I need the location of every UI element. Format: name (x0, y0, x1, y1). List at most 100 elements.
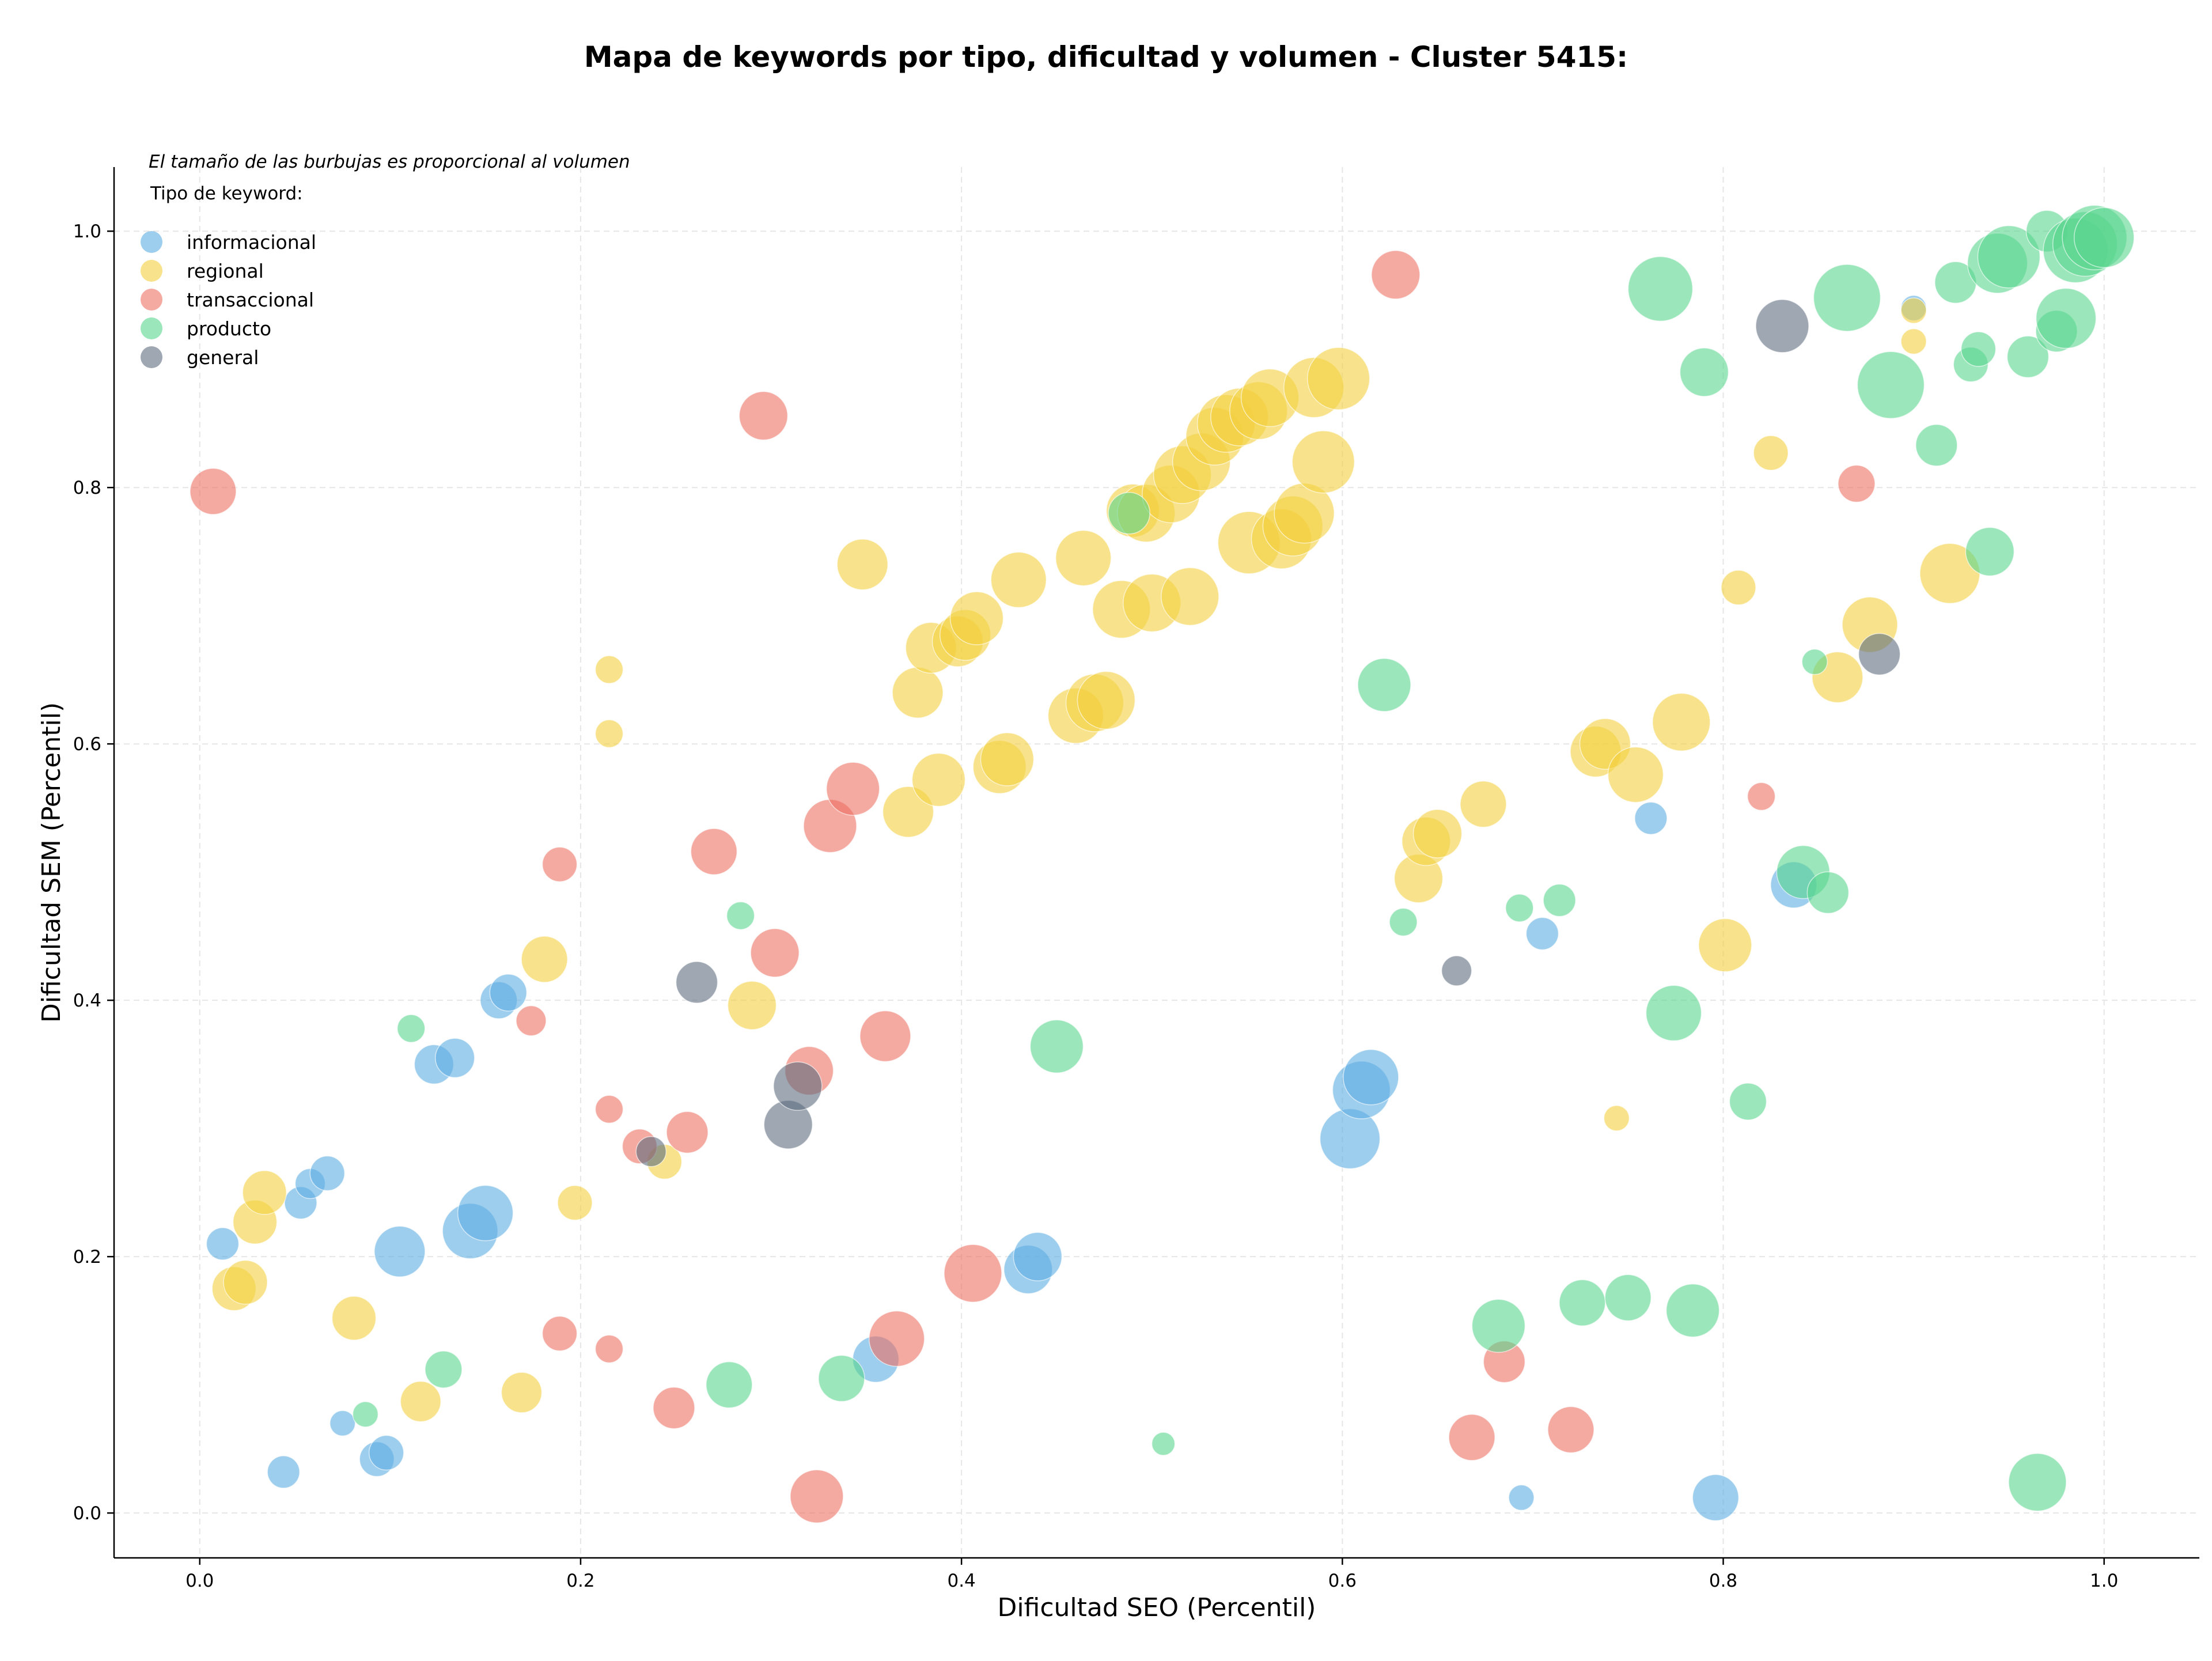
bubble-producto (2008, 1452, 2067, 1512)
bubble-general (635, 1136, 667, 1167)
series-general (635, 299, 1901, 1167)
y-tick-label: 0.0 (73, 1503, 101, 1524)
x-tick-label: 1.0 (2090, 1571, 2118, 1591)
bubble-producto (2006, 335, 2050, 379)
bubble-informacional (1525, 917, 1559, 951)
bubble-regional (223, 1259, 268, 1305)
bubble-regional (1652, 693, 1711, 752)
bubble-regional (1412, 809, 1463, 858)
bubble-informacional (309, 1155, 346, 1191)
x-axis-label: Dificultad SEO (Percentil) (998, 1593, 1316, 1622)
bubble-informacional (206, 1227, 240, 1261)
bubble-regional (1900, 297, 1927, 324)
bubble-producto (1627, 256, 1694, 322)
bubble-regional (1753, 435, 1789, 471)
bubble-producto (1357, 658, 1411, 712)
bubble-regional (1607, 746, 1664, 803)
bubble-producto (1559, 1279, 1606, 1326)
bubble-producto (2073, 207, 2135, 268)
bubble-transaccional (1838, 464, 1876, 503)
bubble-producto (352, 1401, 379, 1428)
bubble-regional (1900, 328, 1927, 355)
bubble-transaccional (738, 391, 789, 441)
legend-title: Tipo de keyword: (150, 183, 303, 204)
bubble-transaccional (653, 1386, 695, 1429)
bubble-transaccional (790, 1469, 844, 1523)
bubble-informacional (1343, 1049, 1399, 1106)
legend-item-transaccional: transaccional (141, 289, 314, 311)
y-axis-ticks: 0.0 0.2 0.4 0.6 0.8 1.0 (73, 221, 114, 1524)
bubble-transaccional (825, 762, 880, 816)
bubble-producto (1471, 1299, 1526, 1353)
bubble-general (1858, 633, 1901, 676)
bubble-producto (2035, 287, 2097, 349)
legend-label-producto: producto (187, 317, 271, 340)
bubble-regional (727, 981, 777, 1030)
legend-label-general: general (187, 346, 259, 369)
bubble-producto (726, 901, 755, 930)
bubble-producto (1965, 527, 2015, 577)
legend-item-informacional: informacional (141, 231, 316, 253)
bubble-producto (818, 1354, 865, 1402)
bubble-regional (501, 1372, 543, 1413)
bubble-regional (1603, 1105, 1630, 1132)
legend-marker-transaccional (141, 289, 162, 311)
bubble-informacional (1508, 1484, 1535, 1511)
bubble-transaccional (1747, 782, 1776, 811)
legend-marker-producto (141, 317, 162, 339)
bubble-general (773, 1061, 823, 1111)
bubble-producto (1729, 1083, 1767, 1121)
bubble-transaccional (190, 468, 237, 515)
bubble-producto (1806, 871, 1850, 914)
bubble-informacional (1692, 1474, 1740, 1522)
bubble-regional (1698, 918, 1752, 973)
bubble-general (675, 961, 718, 1004)
bubble-transaccional (594, 1095, 624, 1124)
bubble-informacional (1634, 801, 1668, 835)
x-tick-label: 0.4 (947, 1571, 975, 1591)
y-tick-label: 0.2 (73, 1247, 101, 1267)
bubble-producto (1645, 985, 1702, 1042)
bubble-regional (594, 719, 624, 748)
bubble-regional (1460, 781, 1507, 828)
bubble-transaccional (541, 1315, 578, 1352)
bubble-regional (1306, 347, 1370, 410)
y-tick-label: 0.8 (73, 478, 101, 498)
bubble-producto (1389, 907, 1418, 937)
bubble-informacional (368, 1435, 404, 1471)
bubble-producto (1679, 347, 1729, 397)
bubble-transaccional (690, 828, 738, 875)
bubble-informacional (329, 1410, 356, 1437)
bubble-informacional (1319, 1108, 1381, 1170)
bubble-regional (949, 591, 1004, 645)
bubble-informacional (374, 1225, 426, 1278)
y-tick-label: 1.0 (73, 221, 101, 242)
bubble-producto (1665, 1283, 1720, 1338)
bubble-regional (521, 936, 568, 983)
legend: informacional regional transaccional produc… (141, 231, 316, 369)
legend-marker-regional (141, 260, 162, 282)
series-producto (352, 205, 2135, 1512)
bubble-regional (836, 538, 888, 591)
bubble-informacional (267, 1455, 300, 1489)
bubble-general (1441, 955, 1472, 986)
legend-label-informacional: informacional (187, 231, 316, 253)
bubble-regional (400, 1380, 442, 1422)
x-axis-ticks: 0.0 0.2 0.4 0.6 0.8 1.0 (185, 1558, 2118, 1591)
bubble-producto (706, 1361, 753, 1409)
bubble-producto (1977, 225, 2041, 289)
bubble-regional (1721, 570, 1756, 606)
bubble-transaccional (868, 1310, 925, 1367)
y-tick-label: 0.4 (73, 990, 101, 1011)
bubble-producto (1915, 424, 1958, 467)
bubble-transaccional (516, 1005, 547, 1036)
bubble-producto (396, 1014, 426, 1043)
bubble-transaccional (944, 1244, 1002, 1303)
chart-title: Mapa de keywords por tipo, dificultad y … (584, 40, 1628, 74)
legend-label-transaccional: transaccional (187, 289, 314, 311)
bubble-regional (1077, 671, 1136, 730)
series-regional (211, 297, 1980, 1422)
data-points (190, 205, 2135, 1523)
